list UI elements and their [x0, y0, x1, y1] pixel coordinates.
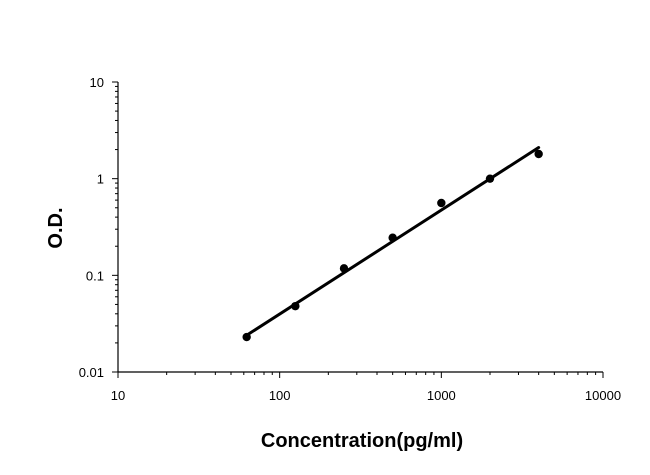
data-point	[242, 332, 251, 342]
data-point	[291, 301, 300, 311]
x-tick-label: 1000	[427, 388, 456, 403]
data-point	[485, 174, 495, 183]
data-points	[242, 149, 543, 342]
axes	[117, 82, 603, 373]
tick-labels: 10 100 1000 10000 0.01 0.1 1 10	[79, 75, 621, 403]
x-tick-label: 100	[269, 388, 291, 403]
data-point	[388, 233, 397, 242]
major-ticks	[112, 81, 604, 378]
y-tick-label: 1	[97, 172, 104, 187]
x-tick-label: 10	[111, 388, 125, 403]
x-tick-label: 10000	[585, 388, 621, 403]
data-point	[437, 198, 446, 208]
y-axis-title: O.D.	[45, 207, 67, 248]
minor-ticks	[115, 85, 597, 375]
data-point	[339, 264, 349, 273]
y-tick-label: 10	[90, 75, 104, 90]
data-point	[534, 149, 543, 159]
y-tick-label: 0.01	[79, 365, 104, 380]
x-axis-title: Concentration(pg/ml)	[261, 430, 463, 452]
y-tick-label: 0.1	[86, 268, 104, 283]
